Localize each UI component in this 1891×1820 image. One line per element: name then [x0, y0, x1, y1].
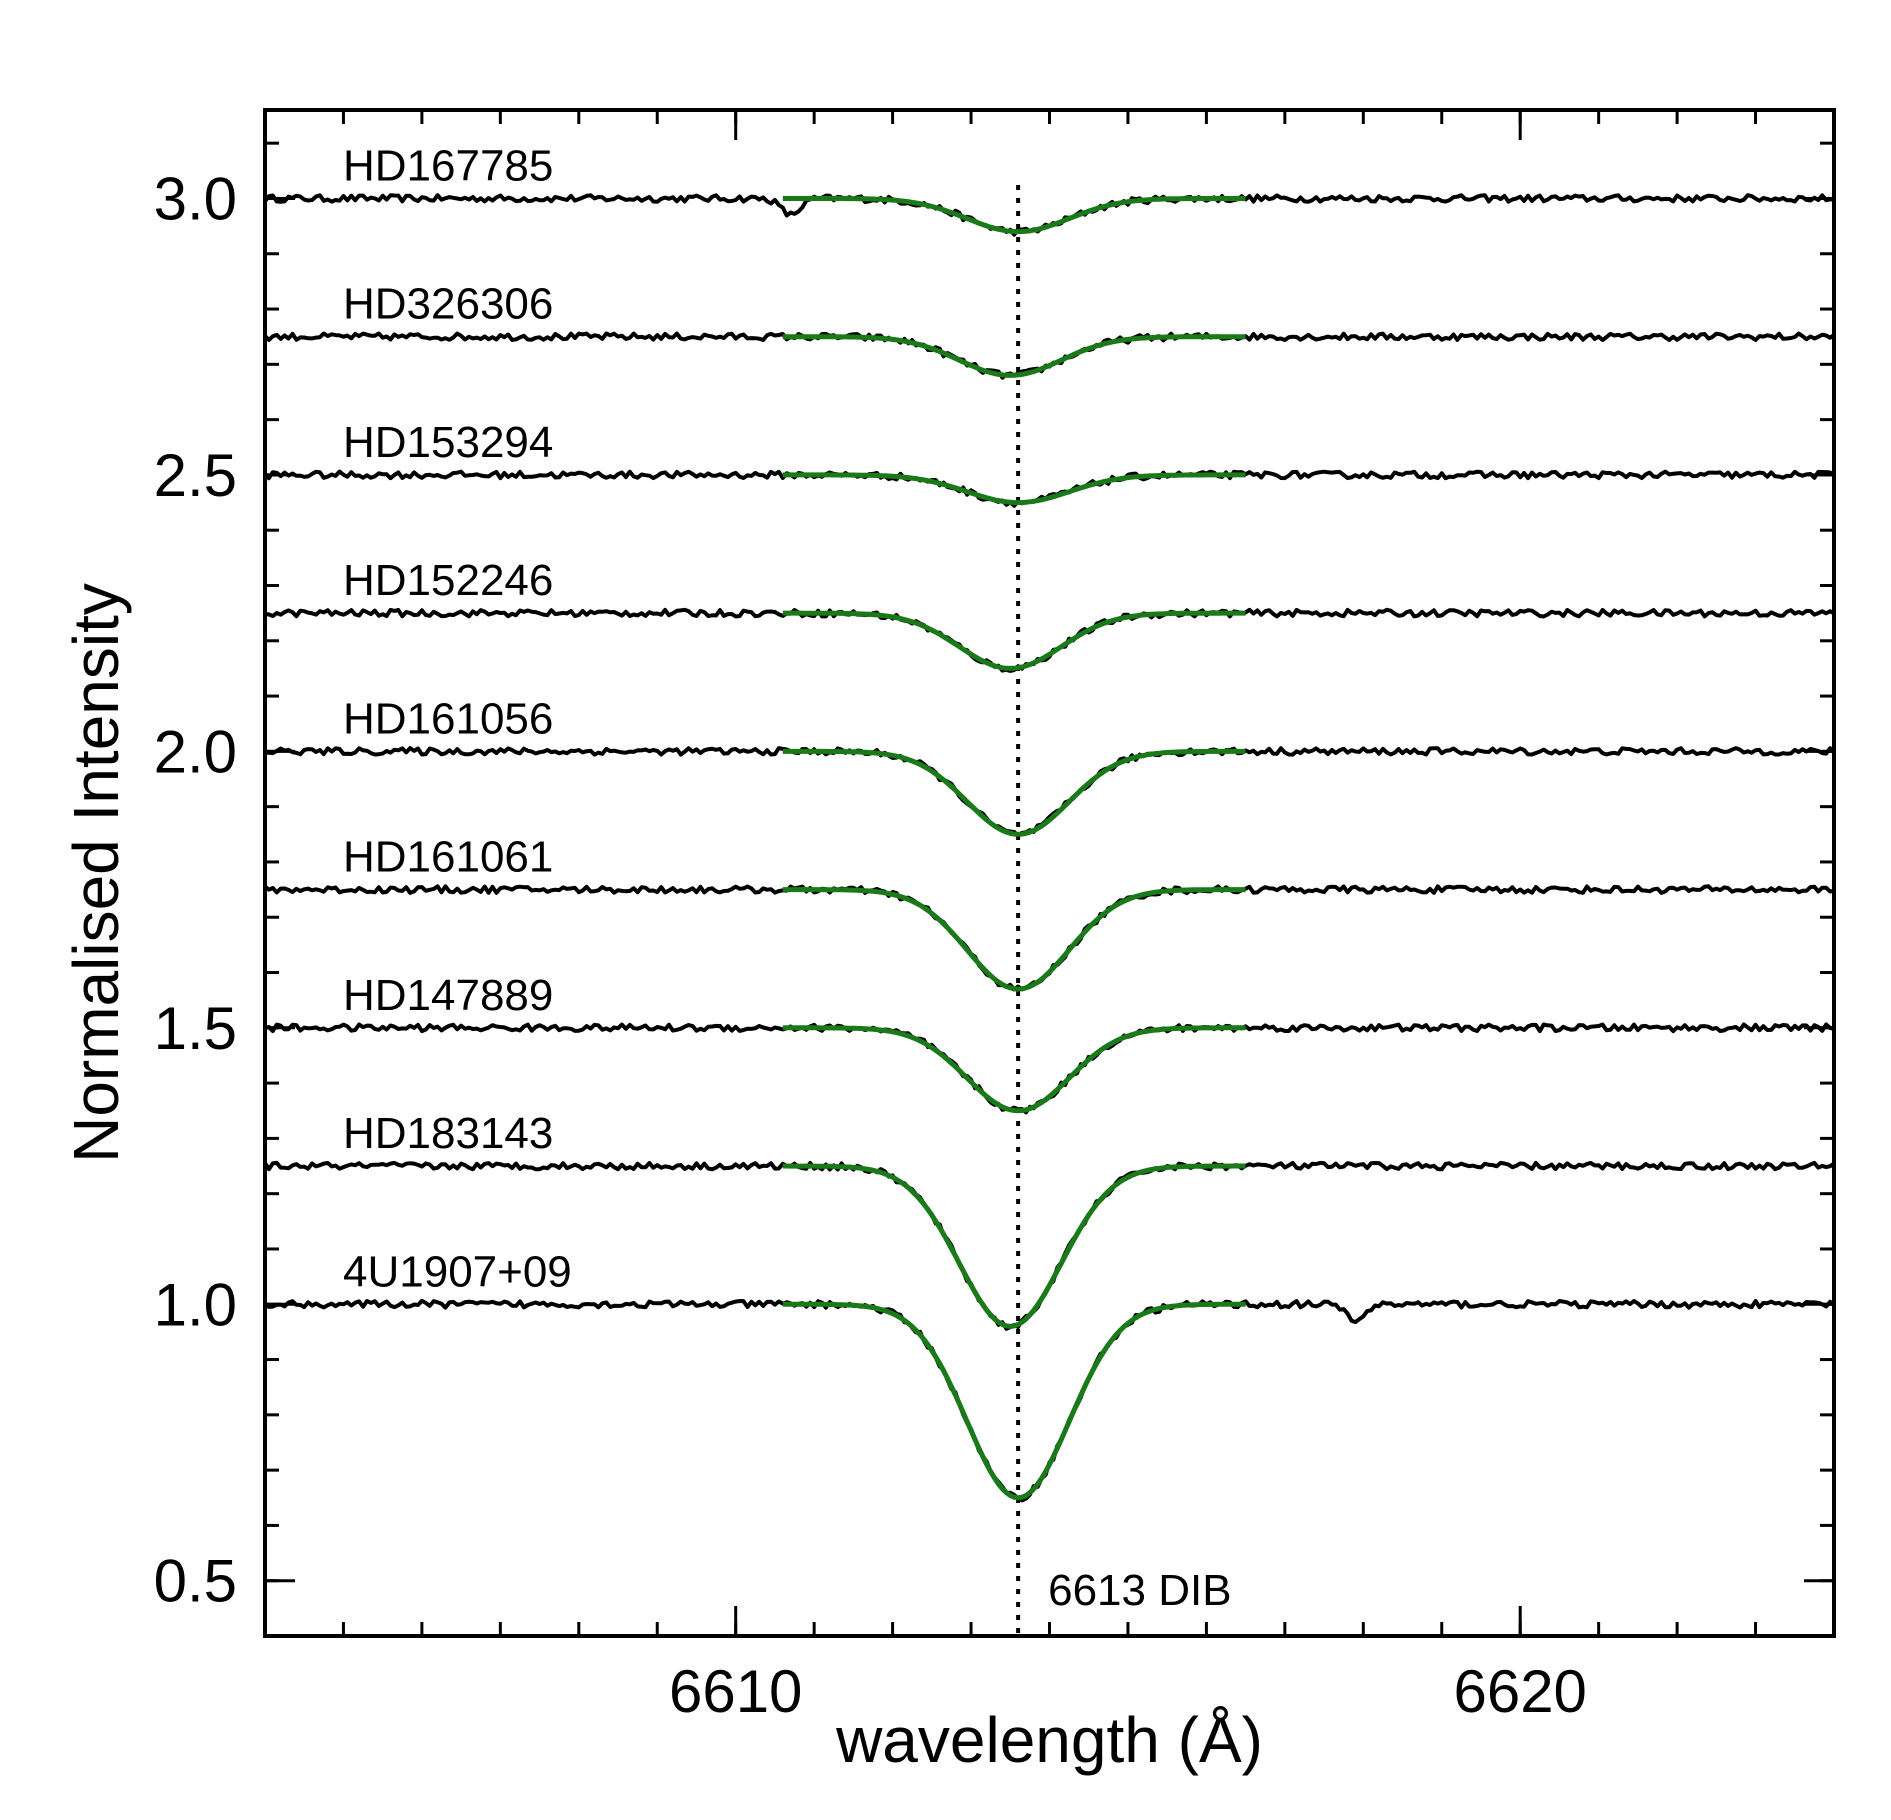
x-tick-label: 6620 — [1453, 1658, 1586, 1725]
series-hd161061: HD161061 — [263, 833, 1835, 992]
series-hd161056: HD161056 — [264, 694, 1836, 838]
y-tick-label: 1.0 — [154, 1271, 237, 1338]
fit-line — [782, 472, 1246, 506]
series-layer: HD167785 HD326306 HD153294 HD152246 HD161056… — [263, 141, 1836, 1503]
series-label: HD161061 — [343, 833, 553, 882]
y-tick-label: 2.5 — [154, 442, 237, 509]
series-hd153294: HD153294 — [263, 418, 1836, 508]
series-hd326306: HD326306 — [263, 280, 1836, 380]
series-label: HD152246 — [343, 556, 553, 605]
series-label: 4U1907+09 — [343, 1247, 572, 1296]
series-hd167785: HD167785 — [263, 141, 1835, 237]
fit-line — [782, 748, 1246, 837]
series-label: HD326306 — [343, 280, 553, 329]
series-label: HD153294 — [343, 418, 553, 467]
series-label: HD161056 — [343, 694, 553, 743]
fit-line — [782, 887, 1246, 992]
series-hd147889: HD147889 — [264, 971, 1835, 1115]
series-label: HD147889 — [343, 971, 553, 1020]
x-axis-label: wavelength (Å) — [835, 1704, 1263, 1776]
y-tick-label: 0.5 — [154, 1548, 237, 1615]
spectrum-line — [263, 469, 1836, 508]
series-hd183143: HD183143 — [263, 1109, 1836, 1331]
dib-annotation: 6613 DIB — [1048, 1566, 1231, 1615]
y-tick-label: 1.5 — [154, 995, 237, 1062]
plot-frame — [263, 108, 1836, 1638]
series-4u1907-09: 4U1907+09 — [263, 1247, 1836, 1503]
fit-line — [782, 1163, 1246, 1329]
fit-line — [782, 610, 1246, 671]
y-tick-label: 3.0 — [154, 165, 237, 232]
fit-line — [782, 1025, 1246, 1114]
y-axis-label: Normalised Intensity — [60, 583, 132, 1163]
x-tick-label: 6610 — [669, 1658, 802, 1725]
series-hd152246: HD152246 — [264, 556, 1835, 673]
fit-line — [782, 334, 1246, 378]
series-label: HD167785 — [343, 141, 553, 190]
fit-line — [782, 196, 1246, 235]
series-label: HD183143 — [343, 1109, 553, 1158]
fit-line — [782, 1301, 1246, 1501]
y-tick-label: 2.0 — [154, 718, 237, 785]
